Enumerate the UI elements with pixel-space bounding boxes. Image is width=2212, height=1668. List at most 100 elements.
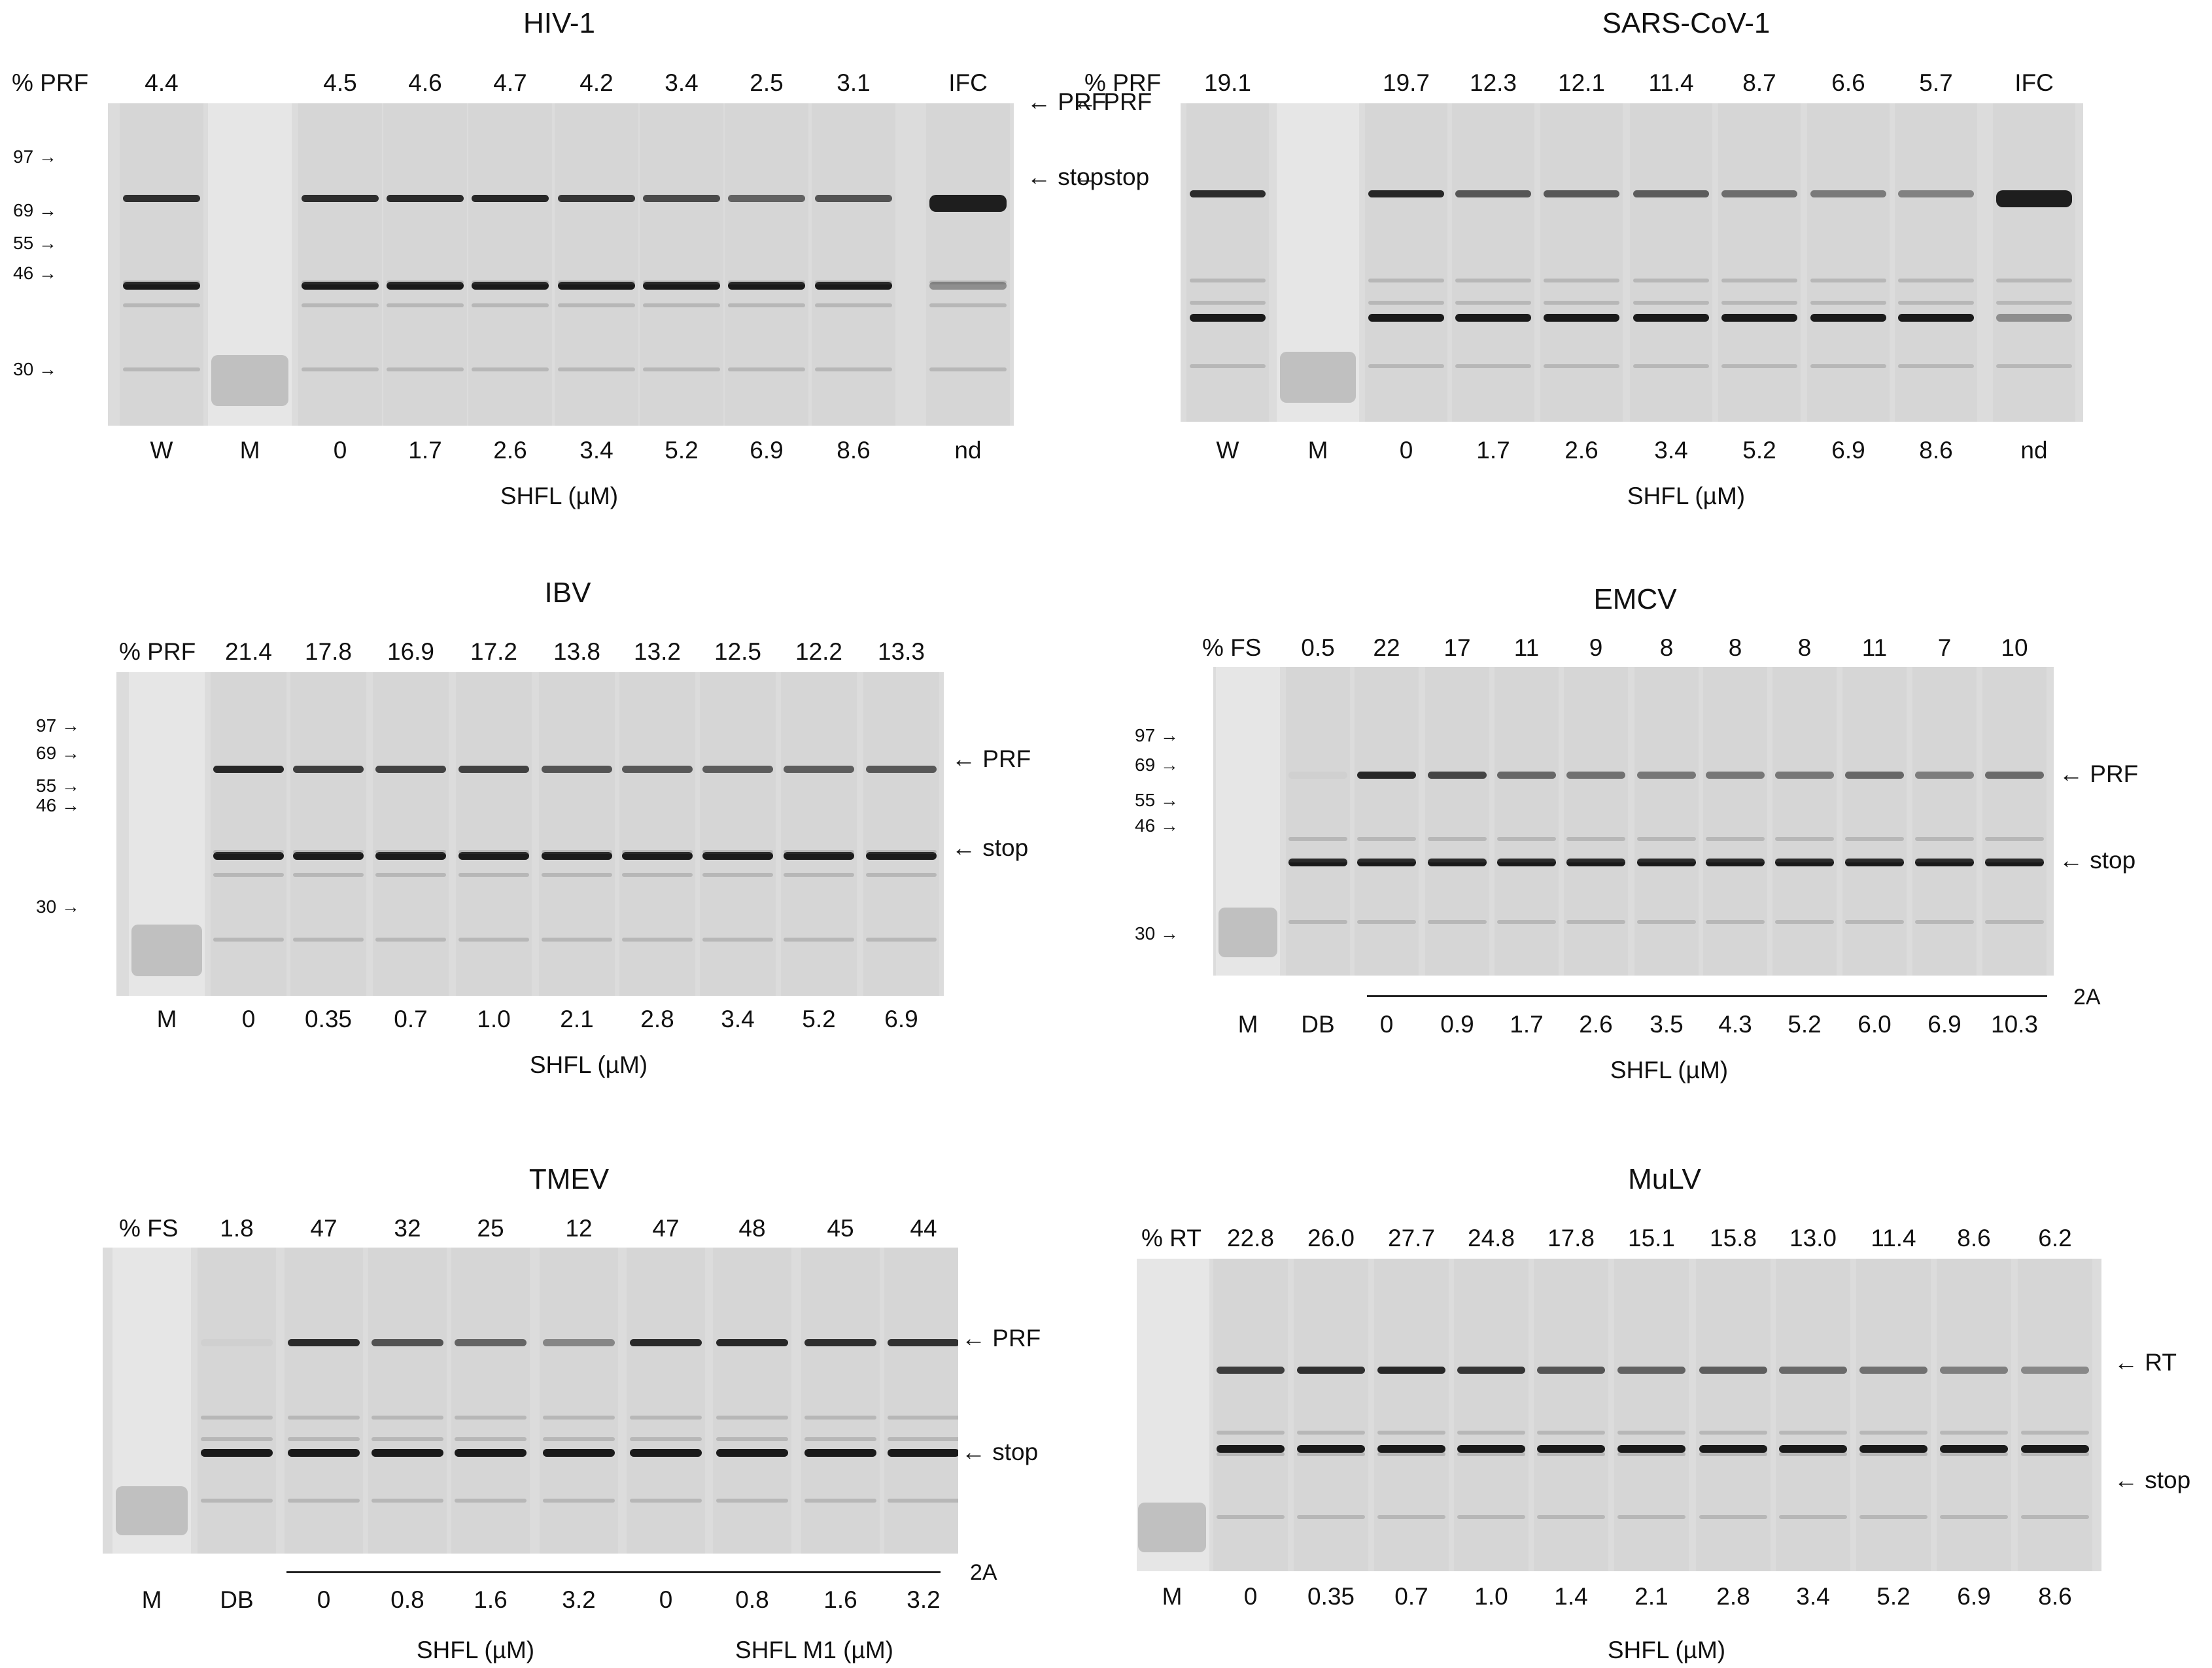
stop-band (1810, 314, 1887, 322)
prf-band (1778, 1367, 1848, 1374)
faint-band (200, 1498, 273, 1503)
faint-band (1914, 858, 1975, 862)
panel-title: HIV-1 (523, 7, 596, 39)
top-value: 4.6 (408, 69, 442, 96)
stop-band (716, 1449, 789, 1457)
gel-lane (1137, 1259, 1209, 1571)
faint-band (302, 303, 379, 307)
right-arrow-icon: → (56, 715, 80, 736)
faint-band (1368, 364, 1445, 369)
faint-band (815, 303, 892, 307)
mw-marker: 46 → (36, 796, 80, 815)
mw-value: 55 (13, 233, 34, 253)
lane-label: 1.6 (474, 1586, 508, 1613)
top-value: IFC (2014, 69, 2054, 96)
stop-band (542, 852, 612, 860)
gel-lane (884, 1248, 958, 1554)
band-label: ← stop (952, 836, 1028, 860)
band-label-text: RT (2145, 1349, 2177, 1376)
gel-lane (455, 672, 532, 996)
faint-band (387, 281, 464, 285)
top-value: 12.5 (714, 638, 762, 665)
stop-band (371, 1449, 444, 1457)
mw-marker: 69 → (36, 744, 80, 762)
faint-band (1633, 278, 1710, 282)
faint-band (1296, 1514, 1366, 1519)
faint-band (1357, 836, 1417, 841)
mw-value: 69 (36, 743, 57, 763)
top-value: 22.8 (1226, 1225, 1275, 1251)
faint-band (200, 1437, 273, 1442)
faint-band (458, 872, 529, 877)
faint-band (1455, 364, 1532, 369)
stop-band (1633, 314, 1710, 322)
faint-band (542, 1498, 615, 1503)
lane-label: 0.7 (394, 1006, 428, 1032)
prf-band (1455, 190, 1532, 197)
faint-band (1705, 836, 1765, 841)
prf-band (123, 195, 200, 202)
lane-label: 6.9 (1957, 1583, 1991, 1610)
faint-band (1844, 920, 1905, 925)
left-arrow-icon: ← (2059, 847, 2090, 874)
right-arrow-icon: → (1155, 725, 1179, 745)
lane-label: W (1216, 437, 1239, 464)
row-label: % PRF (1084, 69, 1162, 96)
panel-title: TMEV (528, 1163, 610, 1195)
faint-band (1496, 836, 1557, 841)
stop-band (1288, 859, 1348, 866)
stop-band (784, 852, 854, 860)
faint-band (1377, 1452, 1446, 1457)
prf-band (1189, 190, 1266, 197)
right-arrow-icon: → (33, 359, 57, 379)
lane-label: 0.35 (1307, 1583, 1355, 1610)
lane-label: 2.6 (1579, 1011, 1613, 1038)
top-value: 4.4 (145, 69, 179, 96)
left-arrow-icon: ← (2059, 760, 2090, 787)
top-value: 11 (1513, 634, 1540, 661)
prf-band (454, 1339, 527, 1346)
faint-band (887, 1498, 958, 1503)
gel-lane (1563, 667, 1629, 976)
top-value: 17.8 (304, 638, 353, 665)
top-value: 27.7 (1387, 1225, 1436, 1251)
faint-band (1377, 1514, 1446, 1519)
band-label-text: PRF (2090, 760, 2139, 787)
right-arrow-icon: → (56, 795, 80, 815)
gel-lane (1425, 667, 1490, 976)
band-label: ← PRF (1073, 90, 1152, 114)
top-value: 47 (652, 1215, 680, 1242)
stop-band (1496, 859, 1557, 866)
stop-band (1774, 859, 1835, 866)
top-value: 10 (2001, 634, 2028, 661)
stop-band (302, 282, 379, 290)
top-value: 15.1 (1627, 1225, 1676, 1251)
faint-band (702, 850, 773, 855)
lane-label: 0.7 (1394, 1583, 1428, 1610)
lane-label: 0.35 (304, 1006, 353, 1032)
stop-band (287, 1449, 360, 1457)
mw-marker: 97 → (36, 717, 80, 735)
faint-band (1774, 920, 1835, 925)
lane-label: 1.7 (1510, 1011, 1544, 1038)
gel-lane (1364, 103, 1448, 422)
faint-band (1368, 300, 1445, 305)
right-arrow-icon: → (33, 146, 57, 167)
mw-marker: 69 → (13, 201, 57, 220)
faint-band (728, 303, 805, 307)
faint-band (213, 850, 284, 855)
gel-lane (197, 1248, 277, 1554)
faint-band (887, 1437, 958, 1442)
lane-label: 6.9 (1831, 437, 1865, 464)
stop-band (293, 852, 364, 860)
prf-band (1288, 772, 1348, 779)
lane-label: M (141, 1586, 162, 1613)
faint-band (1189, 364, 1266, 369)
stop-band (1296, 1445, 1366, 1453)
prf-band (784, 766, 854, 773)
lane-label: nd (2020, 437, 2048, 464)
faint-band (804, 1416, 877, 1420)
faint-band (387, 303, 464, 307)
band-label: ← PRF (1027, 90, 1106, 114)
band-label-text: PRF (992, 1325, 1041, 1352)
